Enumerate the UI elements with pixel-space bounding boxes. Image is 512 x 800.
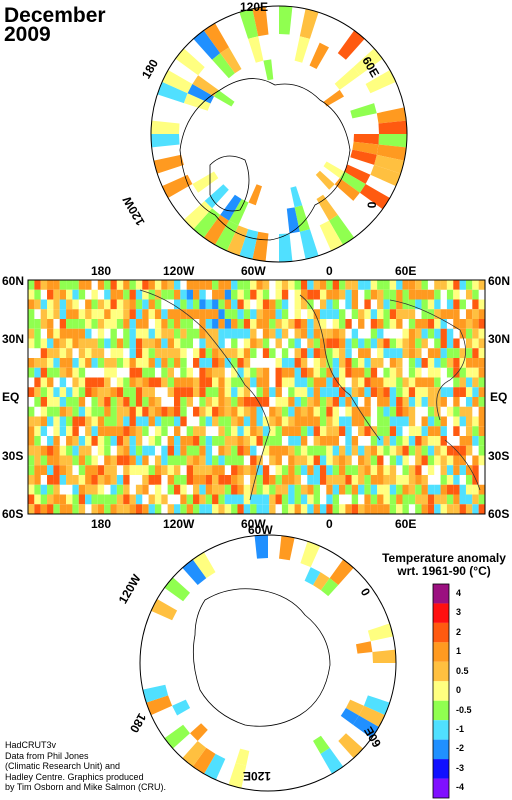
credits-line2: (Climatic Research Unit) and bbox=[5, 761, 121, 771]
legend-swatch bbox=[433, 778, 449, 798]
north-polar-anomaly-cells bbox=[151, 6, 407, 262]
legend-swatch bbox=[433, 681, 449, 701]
main-map-border bbox=[27, 279, 486, 515]
lat-label-right-eq: EQ bbox=[490, 390, 508, 404]
lon-label-bottom-120w: 120W bbox=[163, 517, 195, 531]
lon-label-bottom-60w: 60W bbox=[241, 517, 266, 531]
lat-label-right-30s: 30S bbox=[488, 449, 510, 463]
legend-level-label: -0.5 bbox=[456, 704, 472, 715]
title-month: December bbox=[4, 4, 106, 27]
legend-swatch bbox=[433, 759, 449, 779]
legend-level-label: -4 bbox=[456, 782, 465, 793]
lat-label-left-30n: 30N bbox=[2, 332, 25, 346]
lat-label-right-30n: 30N bbox=[488, 332, 511, 346]
main-map-coastlines bbox=[139, 289, 481, 501]
legend-title: Temperature anomaly wrt. 1961-90 (°C) bbox=[376, 552, 512, 578]
south-polar-map-border bbox=[139, 534, 397, 792]
legend-level-label: 1 bbox=[456, 646, 462, 657]
lon-label-top-60e: 60E bbox=[395, 264, 417, 278]
north-polar-map-border bbox=[150, 5, 408, 263]
credits-dataset: HadCRUT3v bbox=[5, 740, 57, 750]
lon-label-top-60w: 60W bbox=[241, 264, 266, 278]
lat-label-left-eq: EQ bbox=[2, 390, 20, 404]
lon-label-bottom-180: 180 bbox=[91, 517, 112, 531]
lat-label-left-60n: 60N bbox=[2, 274, 25, 288]
legend-swatch bbox=[433, 720, 449, 740]
legend-bar-border bbox=[432, 583, 450, 799]
legend-swatch bbox=[433, 661, 449, 682]
legend-level-label: 4 bbox=[456, 587, 462, 598]
credits-line1: Data from Phil Jones bbox=[5, 750, 89, 761]
legend-level-label: -1 bbox=[456, 723, 465, 734]
lon-label-bottom-60e: 60E bbox=[395, 517, 417, 531]
legend-level-label: 0 bbox=[456, 685, 462, 695]
credits-line3: Hadley Centre. Graphics produced bbox=[5, 771, 144, 782]
legend-title-line2: wrt. 1961-90 (°C) bbox=[397, 564, 491, 578]
credits-line4: by Tim Osborn and Mike Salmon (CRU). bbox=[5, 782, 167, 792]
legend-level-label: 3 bbox=[456, 607, 462, 618]
antarctica-coastline bbox=[192, 588, 331, 727]
lon-label-bottom-0: 0 bbox=[326, 517, 333, 531]
legend-level-label: 2 bbox=[456, 626, 462, 637]
north-label-0: 0 bbox=[364, 201, 379, 209]
north-greenland-coastline bbox=[209, 155, 250, 212]
lat-label-right-60s: 60S bbox=[488, 507, 510, 521]
legend-swatch bbox=[433, 584, 449, 604]
legend-swatch bbox=[433, 700, 449, 721]
legend-swatch bbox=[433, 642, 449, 662]
lon-label-top-120w: 120W bbox=[163, 264, 195, 278]
legend-swatch bbox=[433, 739, 449, 760]
legend-swatch bbox=[433, 603, 449, 623]
lon-label-top-180: 180 bbox=[91, 264, 112, 278]
north-label-120e: 120E bbox=[240, 0, 269, 14]
legend-level-label: -3 bbox=[456, 762, 465, 773]
south-label-60w: 60W bbox=[248, 523, 273, 537]
south-polar-anomaly-cells bbox=[142, 535, 396, 789]
map-title: December 2009 bbox=[4, 4, 106, 46]
north-arctic-coastline bbox=[179, 78, 351, 241]
global-anomaly-cells bbox=[28, 280, 485, 514]
legend-color-bar bbox=[433, 584, 449, 798]
legend-swatch bbox=[433, 622, 449, 643]
legend-level-label: 0.5 bbox=[456, 665, 469, 676]
legend-level-label: -2 bbox=[456, 743, 465, 754]
lat-label-left-30s: 30S bbox=[2, 449, 24, 463]
lat-label-left-60s: 60S bbox=[2, 507, 24, 521]
lat-label-right-60n: 60N bbox=[488, 274, 511, 288]
title-year: 2009 bbox=[4, 23, 51, 46]
legend-title-line1: Temperature anomaly bbox=[382, 551, 506, 565]
south-label-120e: 120E bbox=[243, 769, 272, 783]
lon-label-top-0: 0 bbox=[326, 264, 333, 278]
credits: HadCRUT3v Data from Phil Jones (Climatic… bbox=[5, 740, 166, 793]
